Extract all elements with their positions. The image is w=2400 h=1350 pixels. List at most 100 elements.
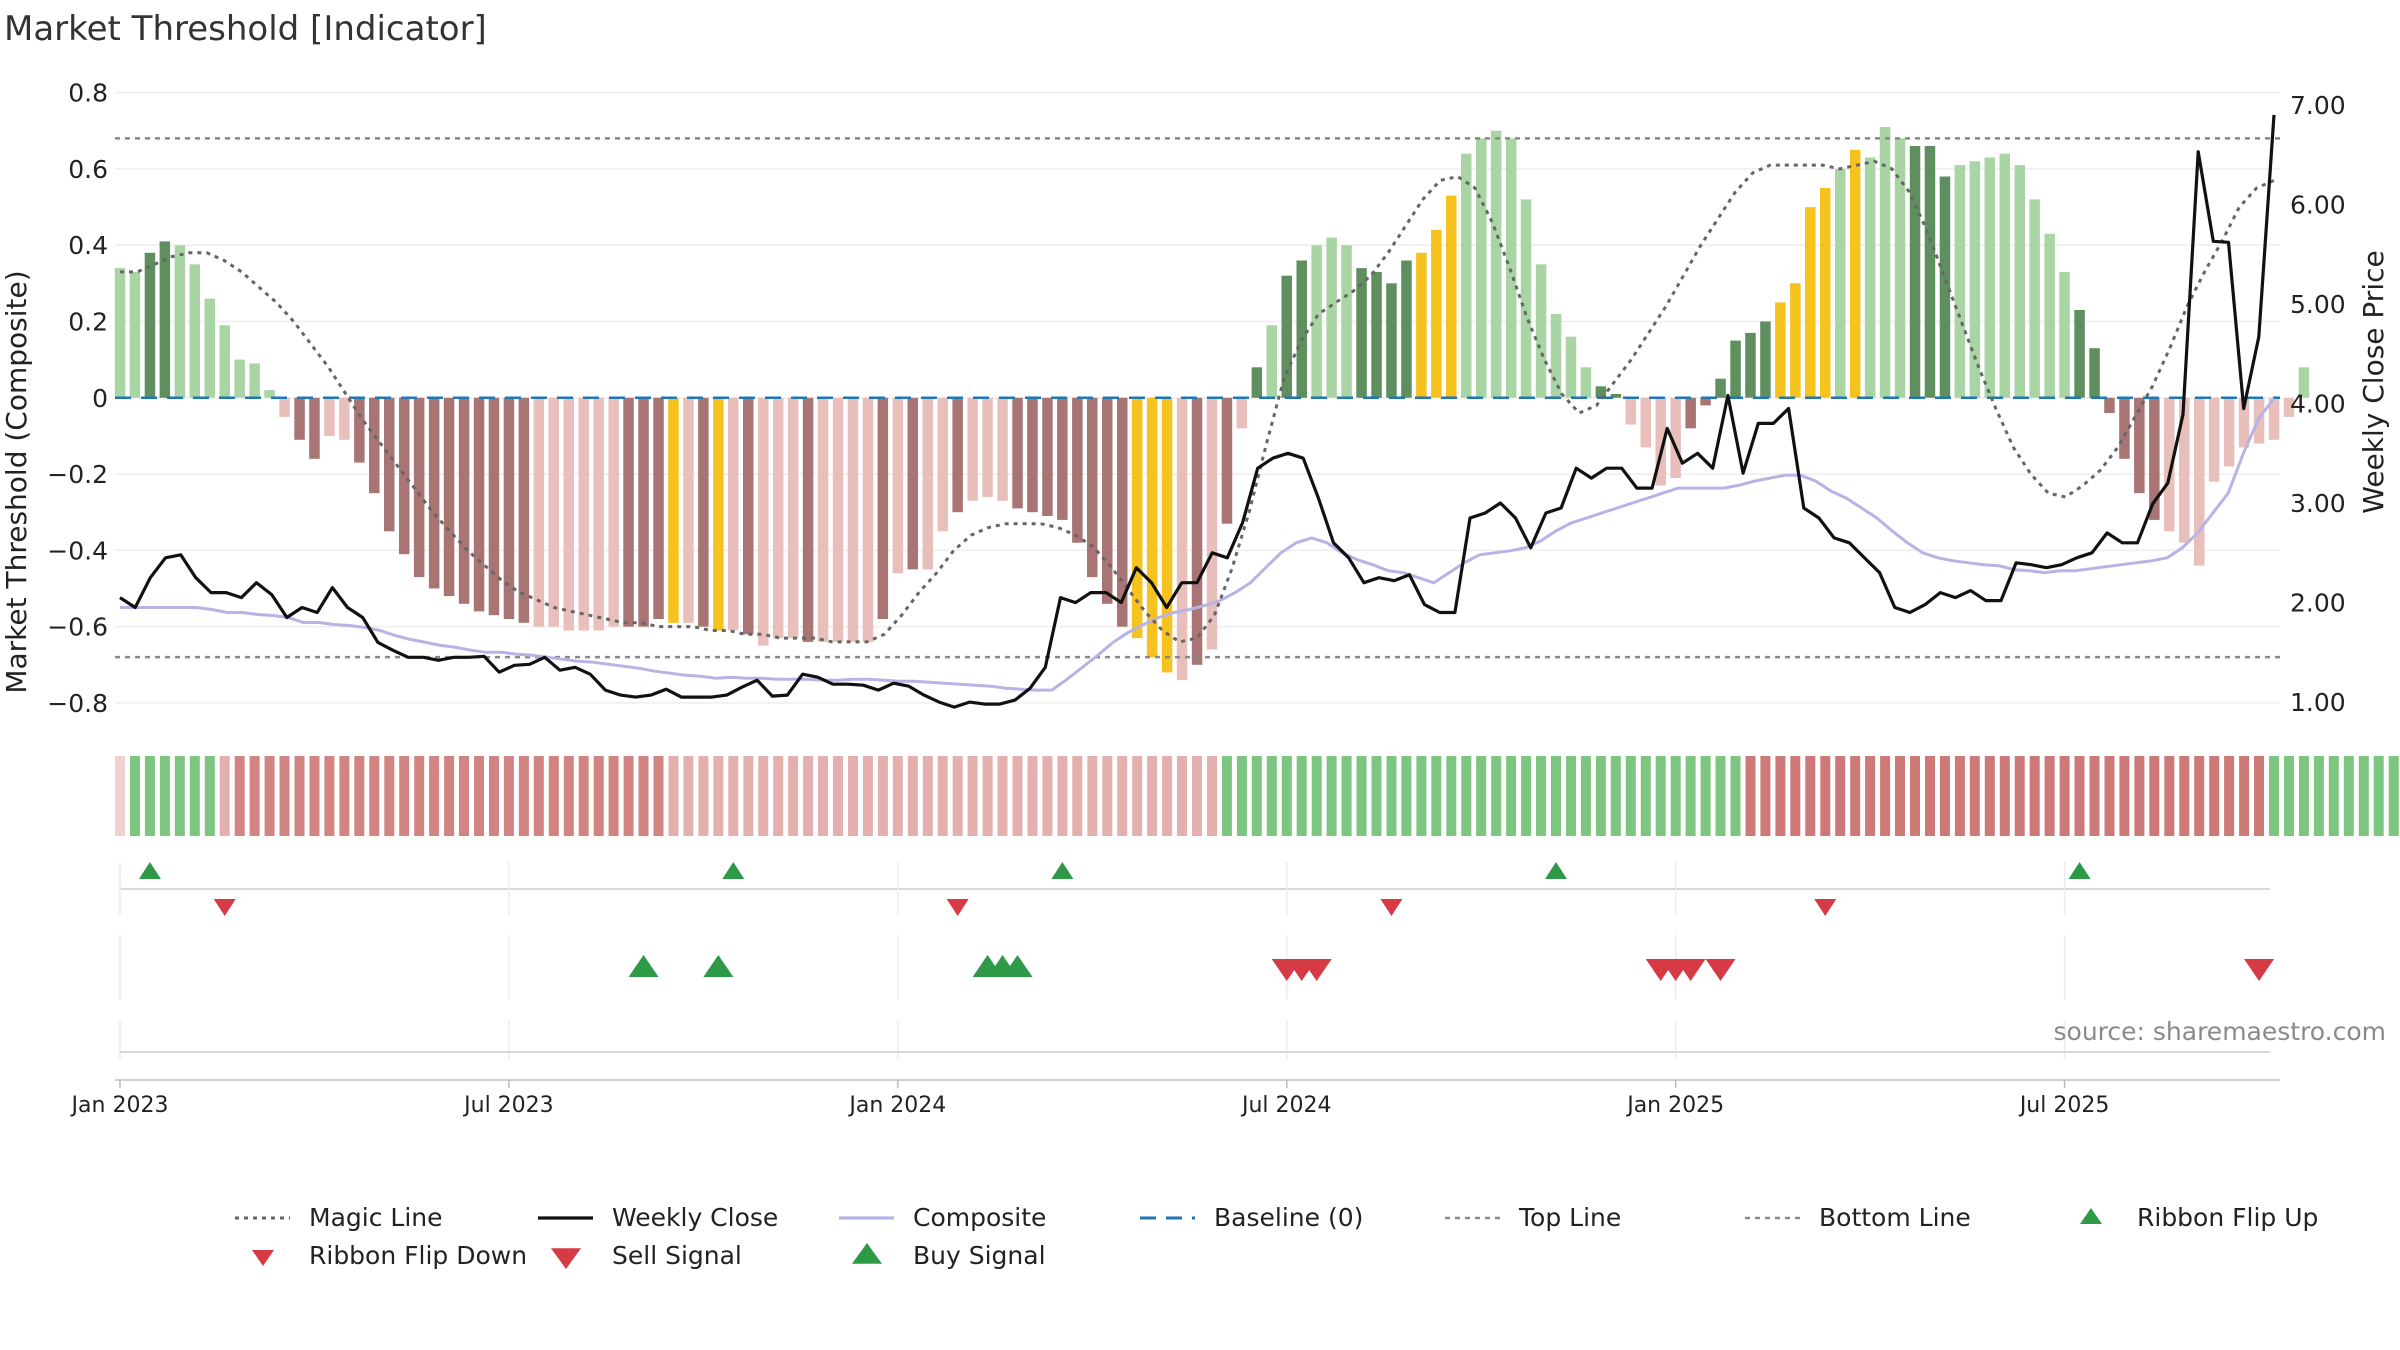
legend-label: Baseline (0) [1214, 1203, 1363, 1232]
composite-bar [1117, 397, 1128, 627]
ribbon-cell [803, 756, 814, 836]
composite-bar [1805, 207, 1816, 398]
ribbon-cell [907, 756, 918, 836]
ribbon-cell [758, 756, 769, 836]
x-tick-label: Jul 2025 [2018, 1093, 2110, 1118]
ribbon-cell [1476, 756, 1487, 836]
ribbon-cell [1132, 756, 1143, 836]
ribbon-cell [1506, 756, 1517, 836]
composite-bar [1146, 397, 1158, 658]
ribbon-cell [503, 756, 514, 836]
composite-bar [1864, 157, 1876, 398]
weekly-close-line [119, 114, 2276, 709]
composite-bar [638, 397, 649, 627]
ribbon-cell [1625, 756, 1636, 836]
x-tick-label: Jul 2023 [462, 1093, 554, 1118]
composite-bar [1849, 149, 1861, 398]
composite-bar [1520, 199, 1532, 398]
composite-bar [982, 397, 993, 497]
legend-label: Buy Signal [913, 1241, 1046, 1270]
composite-bar [1954, 165, 1966, 398]
ribbon-cell [2254, 756, 2264, 836]
ribbon-cell [204, 756, 215, 836]
composite-bar [907, 397, 918, 570]
composite-bar [877, 397, 889, 619]
ribbon-cell [578, 756, 589, 836]
ribbon-cell [369, 756, 380, 836]
composite-bar [952, 397, 963, 513]
ribbon-cell [2044, 756, 2055, 836]
ribbon-cell [1521, 756, 1532, 836]
ribbon-cell [1670, 756, 1681, 836]
composite-bar [2298, 367, 2310, 398]
ribbon-cell [1655, 756, 1666, 836]
composite-bar [129, 271, 141, 398]
ribbon-cell [399, 756, 410, 836]
ribbon-cell [249, 756, 260, 836]
legend-label: Magic Line [309, 1203, 443, 1232]
composite-bar [1326, 237, 1337, 398]
composite-bar [2029, 199, 2040, 398]
composite-bar [847, 397, 859, 642]
y-tick-label: 0 [92, 384, 108, 413]
composite-bar [997, 397, 1008, 501]
legend-swatch [852, 1243, 882, 1264]
composite-bar [922, 397, 933, 570]
ribbon-cell [1042, 756, 1053, 836]
composite-bar [862, 397, 874, 642]
x-axis: Jan 2023 Jul 2023 Jan 2024 Jul 2024 Jan 2025… [70, 1079, 2280, 1118]
composite-bar [1670, 397, 1681, 478]
legend-swatch [2080, 1208, 2102, 1224]
y2-tick-label: 5.00 [2290, 290, 2346, 319]
y-tick-label: −0.4 [47, 536, 108, 565]
ribbon-cell [608, 756, 619, 836]
ribbon-cell [533, 756, 544, 836]
ribbon-cell [1491, 756, 1502, 836]
ribbon-flip-up-marker [2068, 862, 2091, 879]
ribbon-cell [144, 756, 155, 836]
legend-label: Sell Signal [612, 1241, 742, 1270]
left-y-axis: 0.8 0.6 0.4 0.2 0 −0.2 −0.4 −0.6 −0.8 [47, 79, 108, 718]
ribbon-cell [862, 756, 873, 836]
legend-label: Top Line [1518, 1203, 1621, 1232]
ribbon-flip-up-marker [722, 862, 745, 879]
y-tick-label: 0.4 [68, 231, 108, 260]
ribbon-cell [713, 756, 724, 836]
sell-signal-marker [2244, 959, 2275, 981]
buy-signal-marker [628, 955, 659, 977]
composite-bar [1087, 397, 1098, 578]
ribbon-cell [877, 756, 888, 836]
legend-item: Ribbon Flip Up [2080, 1203, 2318, 1232]
composite-bar [668, 397, 679, 623]
composite-bar [1550, 313, 1562, 398]
y-tick-label: −0.2 [47, 460, 108, 489]
composite-bar [1176, 397, 1188, 681]
ribbon-cell [279, 756, 290, 836]
composite-bar [1356, 268, 1367, 398]
ribbon-cell [623, 756, 634, 836]
composite-bar [144, 252, 156, 398]
composite-bar [1012, 397, 1023, 509]
composite-bar [249, 363, 260, 398]
line-series [115, 114, 2280, 709]
y-tick-label: 0.6 [68, 155, 108, 184]
legend-item: Weekly Close [538, 1203, 778, 1232]
ribbon-cell [1221, 756, 1232, 836]
ribbon-cell [773, 756, 784, 836]
ribbon-cell [952, 756, 963, 836]
y-tick-label: −0.8 [47, 689, 108, 718]
ribbon-cell [339, 756, 350, 836]
y2-axis-label: Weekly Close Price [2357, 250, 2390, 513]
ribbon-cell [728, 756, 739, 836]
composite-bar [1685, 397, 1696, 429]
legend-label: Ribbon Flip Up [2137, 1203, 2318, 1232]
composite-bar [189, 264, 200, 398]
composite-bar [264, 390, 275, 398]
composite-bar [967, 397, 978, 501]
composite-bar [698, 397, 709, 627]
composite-bar [728, 397, 739, 631]
y2-tick-label: 1.00 [2290, 688, 2346, 717]
ribbon-cell [2358, 756, 2369, 836]
y2-tick-label: 7.00 [2290, 91, 2346, 120]
